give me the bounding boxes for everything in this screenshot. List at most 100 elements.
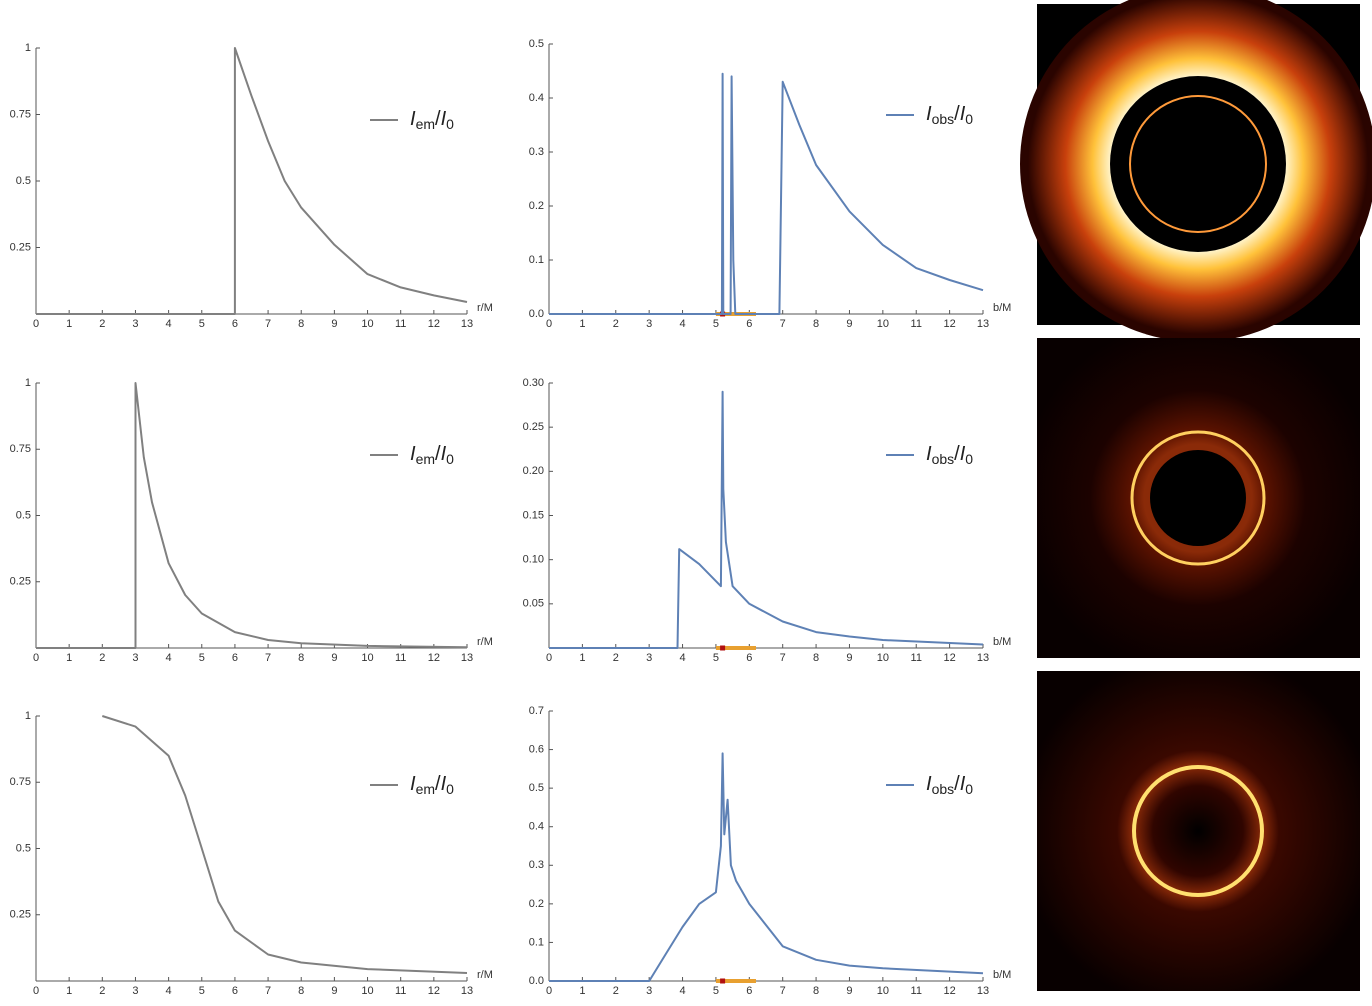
x-tick-label: 7 [780,985,786,997]
x-tick-label: 4 [679,318,685,330]
x-tick-label: 11 [395,985,406,997]
x-tick-label: 5 [713,318,719,330]
y-tick-label: 0.3 [529,859,544,871]
x-axis-label: b/M [993,636,1011,648]
x-tick-label: 8 [298,318,304,330]
x-tick-label: 10 [877,318,889,330]
y-tick-label: 0.4 [529,92,544,104]
x-tick-label: 0 [33,318,39,330]
x-tick-label: 4 [166,985,172,997]
y-tick-label: 0.75 [10,443,31,455]
x-tick-label: 3 [132,652,138,664]
y-tick-label: 0.2 [529,200,544,212]
y-tick-label: 0.25 [10,909,31,921]
y-tick-label: 0.5 [16,842,31,854]
legend-label: Iem/I0 [410,443,454,466]
image-3 [1037,671,1360,991]
legend-label: Iem/I0 [410,108,454,131]
x-tick-label: 10 [361,652,373,664]
x-tick-label: 9 [331,652,337,664]
x-tick-label: 5 [713,652,719,664]
y-tick-label: 1 [25,710,31,722]
y-tick-label: 0.0 [529,975,544,987]
x-tick-label: 12 [428,985,440,997]
x-tick-label: 3 [132,985,138,997]
x-tick-label: 13 [461,985,473,997]
x-tick-label: 10 [361,985,373,997]
x-tick-label: 12 [428,318,440,330]
image-2 [1037,338,1360,658]
x-tick-label: 2 [613,985,619,997]
x-tick-label: 12 [943,318,955,330]
x-tick-label: 13 [977,318,989,330]
y-tick-label: 0.2 [529,898,544,910]
x-tick-label: 0 [546,652,552,664]
series-line [549,72,984,315]
y-tick-label: 0.4 [529,821,544,833]
x-tick-label: 4 [166,652,172,664]
x-axis-label: r/M [477,969,493,981]
x-axis-label: r/M [477,302,493,314]
x-tick-label: 7 [265,652,271,664]
x-tick-label: 8 [298,985,304,997]
y-tick-label: 0.75 [10,108,31,120]
x-tick-label: 1 [579,318,585,330]
x-tick-label: 1 [66,985,72,997]
y-tick-label: 0.1 [529,254,544,266]
x-tick-label: 11 [395,652,406,664]
x-tick-label: 11 [911,652,922,664]
y-tick-label: 0.75 [10,776,31,788]
x-tick-label: 12 [428,652,440,664]
x-tick-label: 6 [746,985,752,997]
x-tick-label: 13 [461,652,473,664]
y-tick-label: 0.7 [529,705,544,717]
x-tick-label: 2 [99,652,105,664]
x-tick-label: 0 [33,985,39,997]
x-tick-label: 7 [265,318,271,330]
y-tick-label: 0.5 [529,38,544,50]
y-tick-label: 0.20 [523,465,544,477]
x-tick-label: 10 [361,318,373,330]
x-tick-label: 5 [199,652,205,664]
y-tick-label: 0.5 [529,782,544,794]
x-tick-label: 12 [943,652,955,664]
x-tick-label: 11 [395,318,406,330]
x-tick-label: 7 [780,652,786,664]
y-tick-label: 0.10 [523,554,544,566]
y-tick-label: 0.15 [523,509,544,521]
y-tick-label: 0.25 [10,576,31,588]
x-tick-label: 4 [679,652,685,664]
x-tick-label: 9 [331,985,337,997]
x-tick-label: 1 [66,318,72,330]
x-axis-label: b/M [993,969,1011,981]
x-tick-label: 1 [66,652,72,664]
x-tick-label: 7 [780,318,786,330]
x-tick-label: 2 [99,318,105,330]
point [720,645,726,651]
x-tick-label: 6 [746,318,752,330]
x-tick-label: 3 [646,985,652,997]
x-tick-label: 9 [846,652,852,664]
x-tick-label: 8 [813,985,819,997]
y-tick-label: 0.30 [523,377,544,389]
x-tick-label: 0 [546,318,552,330]
x-tick-label: 9 [331,318,337,330]
y-tick-label: 0.1 [529,936,544,948]
series-line [549,752,984,982]
x-tick-label: 5 [199,318,205,330]
x-tick-label: 13 [977,985,989,997]
x-tick-label: 1 [579,652,585,664]
legend-label: Iobs/I0 [926,773,973,796]
x-tick-label: 4 [166,318,172,330]
x-tick-label: 6 [232,318,238,330]
x-tick-label: 2 [613,652,619,664]
x-tick-label: 6 [232,652,238,664]
y-tick-label: 0.5 [16,509,31,521]
x-tick-label: 9 [846,985,852,997]
image-1 [1020,0,1372,342]
x-tick-label: 8 [813,318,819,330]
legend-label: Iobs/I0 [926,103,973,126]
series-line [101,715,468,974]
x-tick-label: 3 [646,652,652,664]
